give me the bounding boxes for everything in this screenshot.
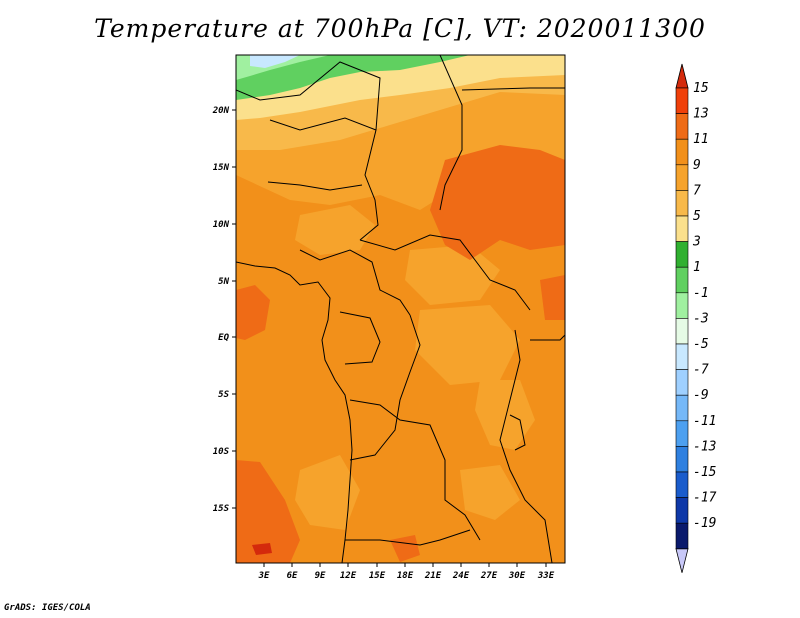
colorbar-segment [675,87,689,114]
colorbar-label: 3 [692,235,701,250]
colorbar-segment [675,471,689,498]
colorbar: 15 13 11 9 7 5 3 1 -1 -3 -5 -7 -9 -11 -13 -15 -17 -19 [675,63,717,573]
map-frame [235,54,566,564]
colorbar-label: -11 [693,414,716,429]
colorbar-label: -17 [693,491,717,506]
colorbar-segment [675,343,689,370]
lon-tick-label: 15E [369,571,386,581]
latitude-labels: 20N 15N 10N 5N EQ 5S 10S 15S [212,106,230,514]
lat-tick-label: 20N [212,106,230,116]
lon-tick-label: 12E [340,571,357,581]
latitude-axis [232,109,236,509]
lat-tick-label: EQ [218,333,229,343]
lat-tick-label: 10N [213,220,230,230]
colorbar-label: 5 [693,209,701,224]
colorbar-segment [675,318,689,345]
lat-tick-label: 15N [213,163,230,173]
colorbar-label: -7 [693,363,709,378]
grads-credit: GrADS: IGES/COLA [4,603,91,613]
colorbar-label: 9 [693,158,701,173]
lon-tick-label: 3E [258,571,270,581]
colorbar-segment [675,241,689,268]
lat-tick-label: 10S [213,447,230,457]
lon-tick-label: 9E [315,571,326,581]
colorbar-label: -15 [693,465,717,480]
colorbar-segment [675,138,689,166]
colorbar-segment [675,266,689,294]
longitude-labels: 3E 6E 9E 12E 15E 18E 21E 24E 27E 30E 33E [258,571,555,581]
lon-tick-label: 24E [452,571,470,581]
colorbar-segment [675,446,689,473]
colorbar-label: -3 [693,311,709,326]
lon-tick-label: 21E [424,571,442,581]
temperature-field [236,55,565,563]
colorbar-segment [675,190,689,217]
lon-tick-label: 30E [508,571,526,581]
colorbar-top-arrow [675,63,689,89]
colorbar-segment [675,497,689,524]
colorbar-label: -19 [693,516,716,531]
colorbar-segment [675,164,689,191]
map-title: Temperature at 700hPa [C], VT: 202001130… [94,14,706,43]
longitude-axis [263,563,547,567]
colorbar-label: 15 [693,81,709,96]
colorbar-label: -9 [693,388,709,403]
colorbar-segment [675,292,689,319]
colorbar-segment [675,215,689,242]
colorbar-label: 7 [693,183,701,198]
lon-tick-label: 18E [397,571,414,581]
colorbar-segment [675,394,689,422]
coastlines-borders [236,55,565,563]
lat-tick-label: 5N [218,277,229,287]
colorbar-label: -1 [693,286,709,301]
lon-tick-label: 33E [537,571,555,581]
colorbar-segment [675,369,689,396]
colorbar-label: -5 [693,337,709,352]
lon-tick-label: 27E [480,571,498,581]
colorbar-segment [675,113,689,140]
colorbar-label: -13 [693,439,716,454]
lat-tick-label: 5S [218,390,229,400]
colorbar-label: 11 [693,132,709,147]
colorbar-bottom-arrow [675,548,689,573]
colorbar-segment [675,522,689,550]
lat-tick-label: 15S [213,504,230,514]
colorbar-label: 1 [693,260,701,275]
lon-tick-label: 6E [287,571,298,581]
colorbar-label: 13 [693,107,709,122]
colorbar-segment [675,420,689,447]
